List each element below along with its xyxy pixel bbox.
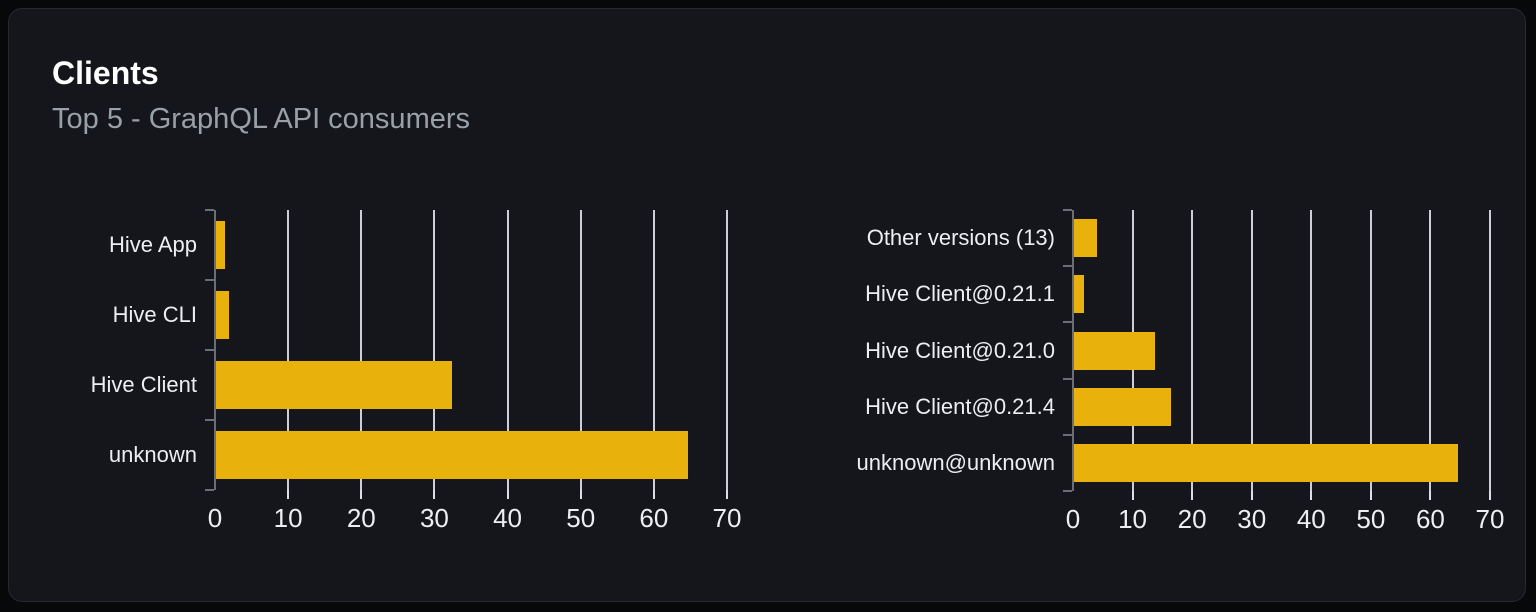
bar-other-versions-13-[interactable] — [1074, 219, 1097, 258]
category-label: unknown — [108, 442, 197, 467]
y-axis-tick — [205, 349, 214, 351]
y-axis-tick — [1063, 265, 1072, 267]
x-axis-tick — [433, 490, 436, 499]
category-label: Hive Client@0.21.1 — [865, 281, 1055, 307]
y-axis-tick — [205, 209, 214, 211]
category-label: Hive Client — [90, 372, 197, 397]
x-tick-label: 20 — [1177, 504, 1207, 534]
x-axis-tick — [360, 490, 363, 499]
category-label: Hive Client@0.21.4 — [865, 393, 1055, 419]
x-axis-tick — [1429, 491, 1432, 500]
bar-unknown-unknown[interactable] — [1074, 443, 1459, 482]
x-tick-label: 60 — [1415, 504, 1445, 534]
x-tick-label: 10 — [1118, 504, 1148, 534]
x-tick-label: 10 — [273, 503, 303, 533]
x-axis-tick — [287, 490, 290, 499]
bar-hive-app[interactable] — [216, 221, 225, 269]
category-label: Hive CLI — [112, 302, 197, 327]
bar-hive-client-0-21-1[interactable] — [1074, 275, 1085, 314]
gridline — [287, 210, 290, 490]
clients-by-version-chart: 0 10 20 30 40 50 60 70 Other versions (13) Hive C… — [857, 209, 1504, 534]
bar-unknown[interactable] — [216, 431, 688, 479]
gridline — [1489, 210, 1491, 491]
x-tick-label: 60 — [639, 503, 669, 533]
y-axis-tick — [1063, 209, 1072, 211]
card-title: Clients — [52, 55, 159, 91]
x-axis-tick — [1369, 491, 1372, 500]
category-label: Hive App — [108, 232, 197, 257]
clients-card: Clients Top 5 - GraphQL API consumers — [8, 8, 1526, 602]
x-axis-tick — [1489, 491, 1491, 500]
y-axis — [214, 210, 216, 490]
y-axis-tick — [205, 419, 214, 421]
clients-by-name-chart: 0 10 20 30 40 50 60 70 Hive App Hive CLI Hive Clie… — [91, 209, 741, 533]
x-tick-label: 0 — [207, 503, 223, 533]
gridline — [726, 210, 728, 490]
bar-hive-cli[interactable] — [216, 291, 230, 339]
x-tick-label: 20 — [346, 503, 376, 533]
gridline — [433, 210, 436, 490]
x-axis-tick — [579, 490, 582, 499]
x-axis-tick — [726, 490, 728, 499]
x-axis-tick — [1131, 491, 1134, 500]
gridline — [1191, 210, 1194, 491]
y-axis-tick — [1063, 321, 1072, 323]
y-axis-tick — [1063, 490, 1072, 492]
x-tick-label: 50 — [566, 503, 596, 533]
gridline — [1429, 210, 1432, 491]
bar-hive-client-0-21-4[interactable] — [1074, 387, 1172, 426]
y-axis-tick — [205, 489, 214, 491]
gridline — [360, 210, 363, 490]
category-label: unknown@unknown — [856, 449, 1055, 475]
x-tick-label: 30 — [1237, 504, 1267, 534]
x-axis-tick — [652, 490, 655, 499]
gridline — [579, 210, 582, 490]
x-tick-label: 70 — [1475, 504, 1505, 534]
x-tick-label: 40 — [1296, 504, 1326, 534]
x-axis-tick — [1191, 491, 1194, 500]
category-label: Hive Client@0.21.0 — [865, 337, 1055, 363]
gridline — [1310, 210, 1313, 491]
y-axis — [1072, 210, 1074, 491]
card-subtitle: Top 5 - GraphQL API consumers — [52, 103, 471, 135]
y-axis-tick — [205, 279, 214, 281]
category-label: Other versions (13) — [866, 225, 1055, 251]
x-axis-tick — [506, 490, 509, 499]
gridline — [1250, 210, 1253, 491]
gridline — [652, 210, 655, 490]
x-axis-tick — [1250, 491, 1253, 500]
x-tick-label: 50 — [1356, 504, 1386, 534]
x-tick-label: 70 — [712, 503, 742, 533]
y-axis-tick — [1063, 434, 1072, 436]
bar-hive-client[interactable] — [216, 361, 452, 409]
bar-hive-client-0-21-0[interactable] — [1074, 331, 1156, 370]
y-axis-tick — [1063, 378, 1072, 380]
x-tick-label: 0 — [1065, 504, 1081, 534]
gridline — [1369, 210, 1372, 491]
x-tick-label: 40 — [493, 503, 523, 533]
gridline — [506, 210, 509, 490]
x-axis-tick — [1310, 491, 1313, 500]
x-tick-label: 30 — [419, 503, 449, 533]
